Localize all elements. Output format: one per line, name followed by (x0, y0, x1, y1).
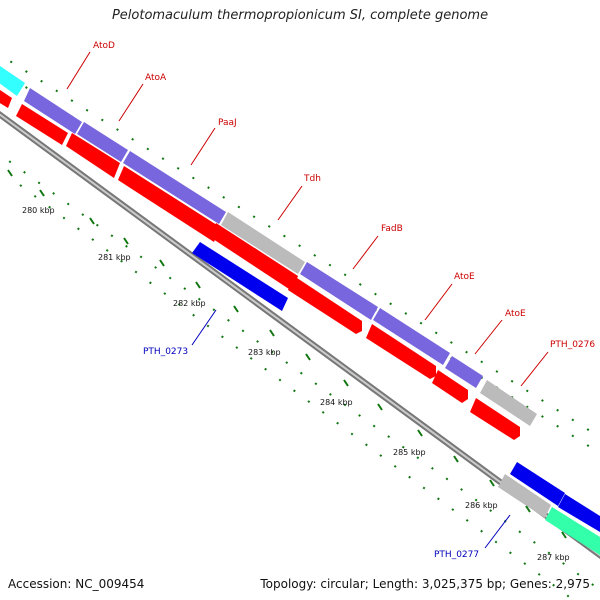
gene-red-4[interactable] (118, 166, 220, 242)
backbone (0, 110, 600, 560)
tick-label-285: 285 kbp (393, 448, 426, 457)
gene-purple-fadb[interactable] (300, 262, 378, 320)
gene-blue-2[interactable] (510, 462, 565, 506)
gene-label-pth0273[interactable]: PTH_0273 (143, 347, 188, 357)
gene-cyan[interactable] (0, 66, 25, 96)
tick-label-287: 287 kbp (537, 553, 570, 562)
gene-red-2[interactable] (16, 104, 68, 145)
gene-mint[interactable] (545, 507, 600, 555)
tick-label-281: 281 kbp (98, 253, 131, 262)
gene-purple-atoa[interactable] (77, 122, 128, 162)
gene-gray-pth0276[interactable] (480, 380, 537, 426)
gene-blue-3[interactable] (558, 494, 600, 532)
gene-red-8[interactable] (432, 370, 468, 403)
tick-label-280: 280 kbp (22, 206, 55, 215)
gene-red-9[interactable] (470, 398, 520, 440)
gene-purple-atoe2[interactable] (445, 356, 483, 388)
tick-label-282: 282 kbp (173, 299, 206, 308)
tick-label-283: 283 kbp (248, 348, 281, 357)
tick-label-284: 284 kbp (320, 398, 353, 407)
gene-purple-atoe1[interactable] (373, 308, 450, 365)
tick-label-286: 286 kbp (465, 501, 498, 510)
gene-red-5[interactable] (210, 223, 298, 291)
gene-label-pth0277[interactable]: PTH_0277 (434, 550, 479, 560)
gene-red-3[interactable] (66, 133, 120, 178)
accession-text: Accession: NC_009454 (8, 577, 145, 591)
gene-gray-pth0277[interactable] (498, 474, 551, 518)
gene-label-paaj[interactable]: PaaJ (218, 118, 237, 128)
gene-label-fadb[interactable]: FadB (381, 224, 403, 234)
gene-label-atoe-1[interactable]: AtoE (454, 272, 475, 282)
map-title: Pelotomaculum thermopropionicum SI, comp… (111, 8, 489, 23)
gene-label-atoe-2[interactable]: AtoE (505, 309, 526, 319)
gene-blue-pth0273[interactable] (192, 242, 288, 311)
gene-purple-atod[interactable] (24, 88, 82, 134)
dotted-rings (0, 53, 600, 600)
gene-label-tdh[interactable]: Tdh (303, 174, 321, 184)
gene-red-7[interactable] (366, 324, 436, 379)
gene-label-atoa[interactable]: AtoA (145, 73, 167, 83)
gene-label-pth0276[interactable]: PTH_0276 (550, 340, 595, 350)
gene-features (0, 66, 600, 555)
gene-gray-tdh[interactable] (221, 212, 305, 274)
genome-summary-text: Topology: circular; Length: 3,025,375 bp… (260, 577, 590, 591)
gene-red-1[interactable] (0, 90, 12, 108)
leader-lines (66, 51, 549, 549)
gene-label-atod[interactable]: AtoD (93, 41, 115, 51)
gene-red-6[interactable] (288, 276, 362, 334)
gene-purple-paaj[interactable] (123, 151, 226, 224)
tick-marks (7, 169, 567, 539)
